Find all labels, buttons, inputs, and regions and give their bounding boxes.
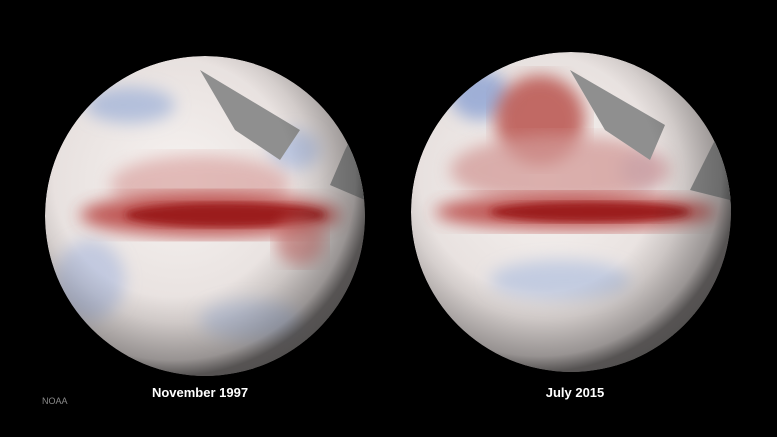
panel-label: July 2015 [546, 385, 605, 400]
shading [45, 56, 365, 376]
panel-label: November 1997 [152, 385, 248, 400]
credit: NOAA [42, 396, 68, 406]
globe [45, 56, 365, 376]
shading [411, 52, 731, 372]
globe [411, 52, 731, 372]
